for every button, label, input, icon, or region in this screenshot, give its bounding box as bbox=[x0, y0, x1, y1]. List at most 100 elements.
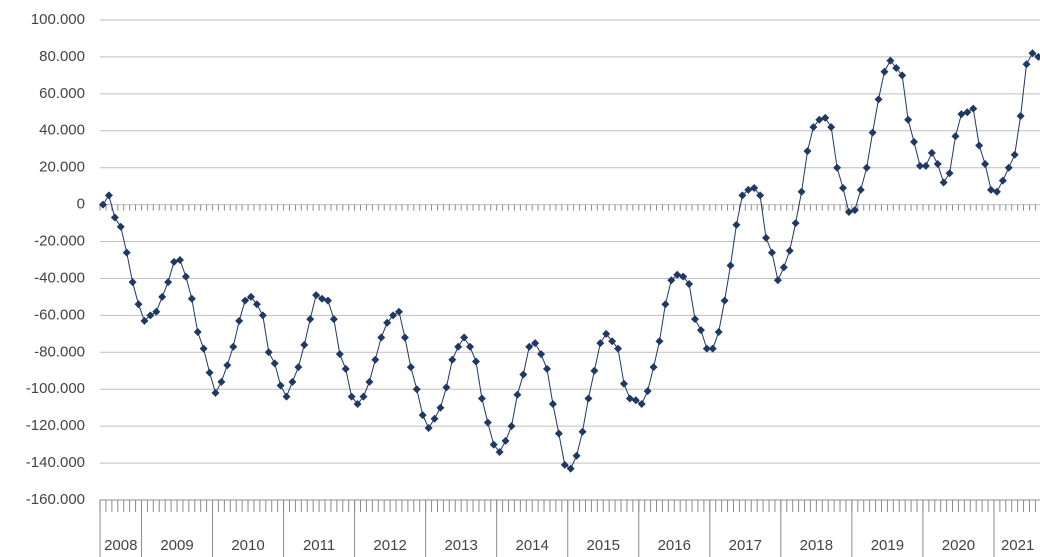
point-marker bbox=[531, 339, 540, 348]
x-group-label: 2020 bbox=[942, 537, 975, 554]
point-marker bbox=[572, 451, 581, 460]
point-marker bbox=[762, 233, 771, 242]
point-marker bbox=[981, 160, 990, 168]
point-marker bbox=[584, 394, 593, 403]
point-marker bbox=[987, 185, 995, 194]
point-marker bbox=[229, 342, 238, 351]
point-marker bbox=[679, 272, 688, 281]
point-marker bbox=[874, 95, 883, 104]
point-marker bbox=[1010, 150, 1019, 159]
point-marker bbox=[779, 263, 788, 272]
point-marker bbox=[1028, 49, 1037, 58]
point-marker bbox=[667, 276, 676, 285]
point-marker bbox=[205, 368, 214, 377]
y-tick-label: -140.000 bbox=[26, 454, 85, 471]
point-marker bbox=[702, 344, 711, 353]
point-marker bbox=[969, 104, 978, 113]
point-marker bbox=[460, 333, 469, 342]
point-marker bbox=[637, 400, 646, 408]
point-marker bbox=[347, 392, 356, 401]
point-marker bbox=[933, 160, 942, 168]
point-marker bbox=[625, 394, 634, 403]
point-marker bbox=[513, 390, 522, 399]
point-marker bbox=[839, 184, 847, 192]
point-marker bbox=[454, 342, 463, 351]
point-marker bbox=[365, 377, 374, 386]
point-marker bbox=[785, 246, 794, 255]
y-tick-label: -100.000 bbox=[26, 380, 85, 397]
point-marker bbox=[738, 191, 747, 200]
point-marker bbox=[483, 418, 492, 427]
point-marker bbox=[856, 185, 865, 194]
point-marker bbox=[803, 147, 812, 156]
point-marker bbox=[714, 328, 723, 336]
point-marker bbox=[424, 424, 433, 432]
point-marker bbox=[998, 176, 1007, 185]
point-marker bbox=[1022, 60, 1031, 69]
y-tick-label: -80.000 bbox=[34, 343, 85, 360]
point-marker bbox=[507, 422, 516, 431]
point-marker bbox=[353, 400, 362, 408]
point-marker bbox=[809, 123, 818, 132]
point-marker bbox=[377, 333, 386, 342]
point-marker bbox=[619, 379, 628, 388]
point-marker bbox=[466, 342, 475, 351]
point-marker bbox=[862, 163, 871, 172]
point-marker bbox=[892, 64, 901, 72]
point-marker bbox=[685, 280, 694, 288]
point-marker bbox=[116, 222, 125, 231]
point-marker bbox=[110, 213, 119, 222]
point-marker bbox=[696, 326, 705, 335]
point-marker bbox=[1004, 163, 1013, 172]
point-marker bbox=[383, 318, 392, 327]
point-marker bbox=[708, 344, 717, 353]
x-group-label: 2021 bbox=[1001, 537, 1034, 554]
x-group-label: 2012 bbox=[373, 537, 406, 554]
point-marker bbox=[288, 377, 297, 386]
point-marker bbox=[963, 108, 972, 117]
point-marker bbox=[442, 383, 451, 392]
point-marker bbox=[158, 292, 167, 301]
point-marker bbox=[844, 208, 853, 216]
y-tick-label: 0 bbox=[77, 196, 85, 213]
point-marker bbox=[590, 366, 599, 375]
x-group-label: 2017 bbox=[729, 537, 762, 554]
point-marker bbox=[412, 385, 421, 394]
point-marker bbox=[193, 328, 202, 336]
point-marker bbox=[661, 300, 670, 309]
x-group-label: 2016 bbox=[658, 537, 691, 554]
x-group-label: 2018 bbox=[800, 537, 833, 554]
point-marker bbox=[537, 350, 546, 359]
point-marker bbox=[187, 294, 196, 303]
point-marker bbox=[430, 414, 439, 423]
point-marker bbox=[543, 364, 551, 373]
point-marker bbox=[726, 261, 735, 270]
point-marker bbox=[750, 184, 759, 192]
y-tick-label: -40.000 bbox=[34, 269, 85, 286]
point-marker bbox=[596, 339, 605, 348]
point-marker bbox=[957, 110, 966, 119]
y-tick-label: 80.000 bbox=[39, 48, 85, 65]
point-marker bbox=[276, 381, 285, 390]
x-group-label: 2010 bbox=[231, 537, 264, 554]
point-marker bbox=[886, 56, 895, 65]
point-marker bbox=[939, 178, 948, 187]
point-marker bbox=[821, 113, 830, 122]
point-marker bbox=[306, 315, 315, 324]
point-marker bbox=[122, 248, 131, 257]
point-marker bbox=[258, 311, 267, 320]
point-marker bbox=[915, 161, 924, 170]
point-marker bbox=[945, 169, 954, 178]
point-marker bbox=[767, 248, 776, 257]
point-marker bbox=[560, 460, 569, 469]
y-tick-label: 100.000 bbox=[31, 11, 85, 28]
point-marker bbox=[329, 315, 338, 324]
point-marker bbox=[335, 350, 344, 359]
point-marker bbox=[756, 191, 765, 200]
point-marker bbox=[850, 206, 859, 215]
point-marker bbox=[643, 387, 652, 396]
point-marker bbox=[181, 272, 190, 281]
point-marker bbox=[927, 148, 936, 157]
point-marker bbox=[1016, 112, 1025, 120]
